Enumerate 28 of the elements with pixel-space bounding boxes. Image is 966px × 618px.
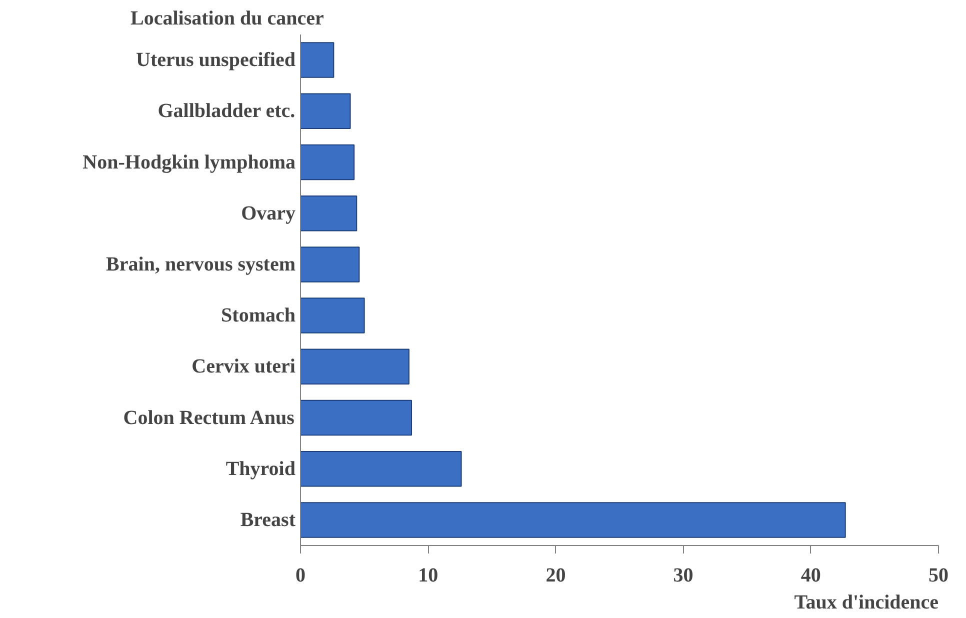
x-tick-label: 50 [928, 564, 948, 586]
x-tick-label: 30 [673, 564, 694, 586]
bar [300, 348, 410, 385]
x-tick-label: 10 [418, 564, 438, 586]
y-tick-label: Brain, nervous system [106, 253, 296, 276]
x-tick-label: 0 [296, 564, 306, 586]
bar [300, 93, 351, 130]
y-tick-label: Breast [240, 508, 296, 531]
bar [300, 144, 355, 180]
y-tick-label: Cervix uteri [192, 356, 296, 378]
x-tick-label: 20 [546, 564, 566, 586]
y-tick-label: Colon Rectum Anus [123, 406, 295, 429]
y-tick-label: Thyroid [226, 458, 296, 480]
y-axis-title: Localisation du cancer [130, 8, 324, 30]
x-axis-title: Taux d'incidence [794, 592, 939, 614]
y-tick-label: Non-Hodgkin lymphoma [82, 151, 296, 174]
y-tick-label: Stomach [221, 304, 296, 327]
bar [300, 450, 462, 487]
bar [300, 195, 358, 232]
y-tick-label: Gallbladder etc. [158, 100, 296, 122]
bar [300, 502, 846, 538]
bar [300, 246, 360, 282]
bar [300, 298, 365, 334]
x-tick-label: 40 [800, 564, 821, 586]
y-tick-label: Ovary [241, 202, 296, 224]
bar [300, 400, 412, 436]
bar [300, 42, 334, 78]
y-tick-label: Uterus unspecified [136, 49, 296, 72]
